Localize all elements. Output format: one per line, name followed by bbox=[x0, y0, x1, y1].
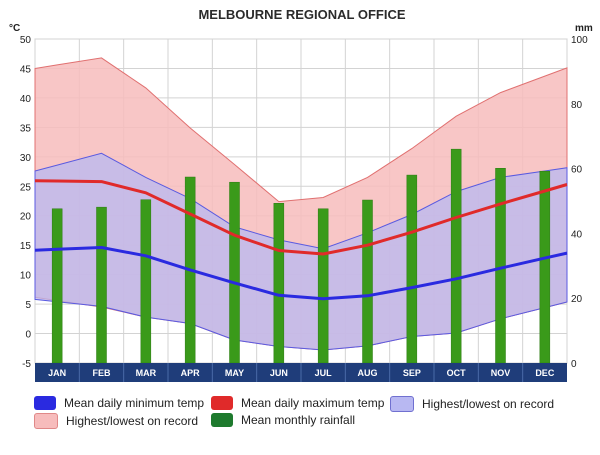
left-tick-label: 5 bbox=[25, 300, 31, 311]
legend-mean-max-label: Mean daily maximum temp bbox=[241, 396, 385, 410]
mean-max-line bbox=[34, 179, 568, 256]
left-tick-label: 15 bbox=[20, 241, 32, 252]
month-label: OCT bbox=[447, 368, 467, 378]
month-label: AUG bbox=[358, 368, 378, 378]
rainfall-bar bbox=[495, 168, 506, 364]
rainfall-bar bbox=[273, 203, 285, 364]
rainfall-bar bbox=[450, 148, 462, 364]
right-tick-label: 100 bbox=[571, 35, 588, 46]
rainfall-bar bbox=[362, 199, 373, 364]
axes: -5 0 5 10 15 20 25 30 35 40 45 50 0 20 40 60 80 100 JAN FEB… bbox=[20, 35, 588, 382]
mean-min-line bbox=[34, 246, 568, 301]
chart: MELBOURNE REGIONAL OFFICE °C mm -5 0 5 10 15… bbox=[9, 7, 593, 382]
month-label: FEB bbox=[93, 368, 112, 378]
left-tick-label: 25 bbox=[20, 182, 32, 193]
legend-mean-max: Mean daily maximum temp bbox=[211, 396, 384, 410]
left-tick-label: 10 bbox=[20, 271, 32, 282]
month-label: NOV bbox=[491, 368, 511, 378]
mean-lines bbox=[34, 179, 568, 301]
month-label: SEP bbox=[403, 368, 421, 378]
month-label: MAY bbox=[225, 368, 244, 378]
rainfall-bar bbox=[539, 170, 551, 364]
legend-rainfall-label: Mean monthly rainfall bbox=[241, 413, 356, 427]
left-axis-unit: °C bbox=[9, 23, 20, 34]
rainfall-bar bbox=[317, 208, 329, 364]
legend-min-record-label: Highest/lowest on record bbox=[422, 397, 555, 411]
month-label: DEC bbox=[535, 368, 555, 378]
legend-max-record: Highest/lowest on record bbox=[34, 413, 198, 429]
legend-rainfall: Mean monthly rainfall bbox=[211, 413, 355, 427]
legend-swatch-pink bbox=[34, 413, 58, 429]
rainfall-bar bbox=[96, 206, 107, 364]
legend-max-record-label: Highest/lowest on record bbox=[66, 414, 199, 428]
right-axis-unit: mm bbox=[575, 23, 593, 34]
month-label: APR bbox=[181, 368, 201, 378]
legend-swatch-green bbox=[211, 413, 233, 427]
month-label: JUN bbox=[270, 368, 288, 378]
right-tick-label: 0 bbox=[571, 359, 577, 370]
rainfall-bar bbox=[229, 181, 240, 364]
legend-swatch-red bbox=[211, 396, 233, 410]
legend: Mean daily minimum temp Mean daily maxim… bbox=[0, 393, 600, 453]
right-tick-label: 20 bbox=[571, 294, 583, 305]
rainfall-bar bbox=[140, 199, 152, 364]
left-tick-label: 40 bbox=[20, 94, 32, 105]
legend-mean-min: Mean daily minimum temp bbox=[34, 396, 204, 410]
legend-swatch-blue bbox=[34, 396, 56, 410]
legend-swatch-lilac bbox=[390, 396, 414, 412]
month-label: JAN bbox=[48, 368, 66, 378]
right-tick-label: 40 bbox=[571, 229, 583, 240]
left-tick-label: 30 bbox=[20, 153, 32, 164]
left-tick-label: 35 bbox=[20, 123, 32, 134]
left-tick-label: 45 bbox=[20, 64, 32, 75]
legend-mean-min-label: Mean daily minimum temp bbox=[64, 396, 205, 410]
left-tick-label: 20 bbox=[20, 212, 32, 223]
left-tick-label: 50 bbox=[20, 35, 32, 46]
month-label: MAR bbox=[136, 368, 157, 378]
rainfall-bar bbox=[51, 208, 63, 364]
month-label: JUL bbox=[315, 368, 333, 378]
right-tick-label: 80 bbox=[571, 100, 583, 111]
left-tick-label: -5 bbox=[22, 359, 31, 370]
right-tick-label: 60 bbox=[571, 165, 583, 176]
legend-min-record: Highest/lowest on record bbox=[390, 396, 554, 412]
left-tick-label: 0 bbox=[25, 330, 31, 341]
chart-title: MELBOURNE REGIONAL OFFICE bbox=[198, 7, 405, 22]
rainfall-bar bbox=[406, 174, 418, 364]
